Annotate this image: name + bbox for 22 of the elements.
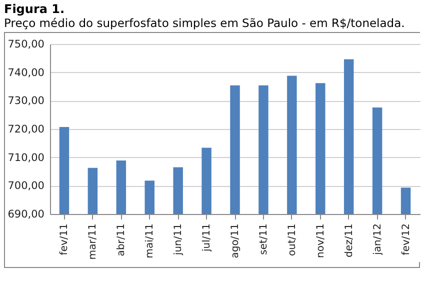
x-tick-label: nov/11 [315,224,326,258]
x-tick-label: ago/11 [230,224,241,258]
y-tick-label: 740,00 [8,66,44,79]
x-tick-label: out/11 [286,224,298,256]
x-tick-label: fev/12 [400,224,412,256]
y-tick-label: 690,00 [8,208,44,220]
x-tick-label: jun/11 [173,224,184,256]
x-tick-label: abr/11 [116,224,128,256]
chart-subtitle: Preço médio do superfosfato simples em São Paulo - em R$/tonelada. [4,16,406,30]
x-tick-label: fev/11 [59,224,70,256]
y-tick-label: 710,00 [8,152,44,164]
y-tick-label: 750,00 [8,38,44,50]
x-tick-label: set/11 [258,224,270,255]
x-tick-label: jul/11 [202,224,213,252]
chart-title: Figura 1. [4,2,66,16]
y-tick-label: 700,00 [8,180,44,192]
y-tick-label: 720,00 [8,124,44,136]
x-tick-label: mar/11 [88,224,99,260]
x-tick-label: jan/12 [372,224,384,256]
x-tick-label: mai/11 [144,224,156,258]
x-tick-label: dez/11 [344,224,355,258]
y-tick-label: 730,00 [8,95,44,108]
